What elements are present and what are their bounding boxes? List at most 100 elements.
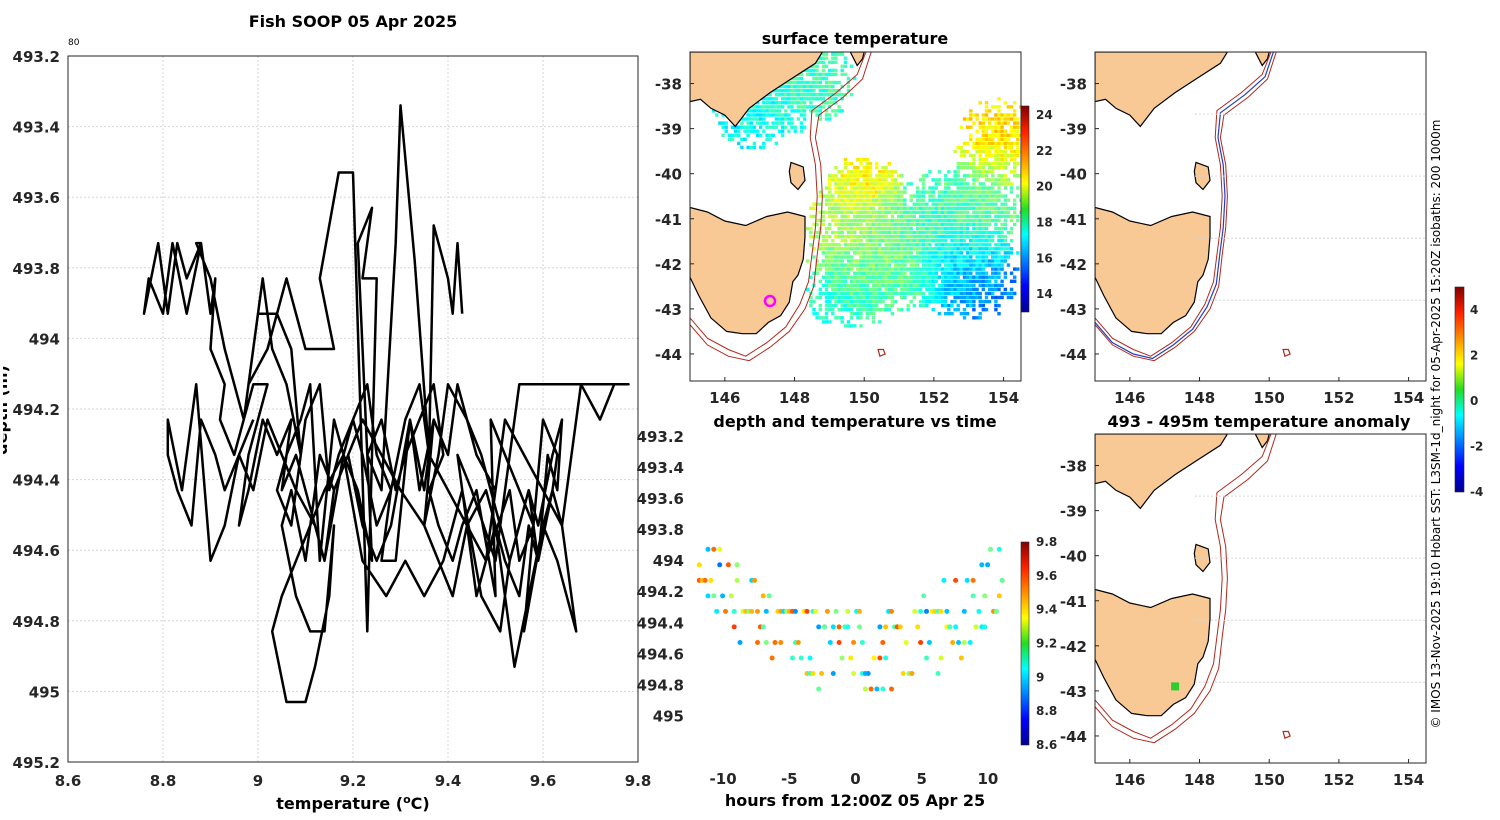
sst-pixel bbox=[972, 303, 976, 308]
sst-pixel bbox=[784, 89, 788, 93]
sst-pixel bbox=[840, 198, 844, 202]
sst-pixel bbox=[994, 247, 998, 251]
sst-pixel bbox=[828, 222, 832, 227]
sst-pixel bbox=[903, 243, 907, 247]
sst-pixel bbox=[856, 275, 860, 279]
sst-pixel bbox=[934, 259, 938, 263]
time-series-panel: depth and temperature vs time -10 -5 0 5 104… bbox=[637, 412, 1058, 810]
sst-pixel bbox=[787, 105, 791, 109]
sst-pixel bbox=[972, 210, 976, 214]
sst-pixel bbox=[884, 275, 888, 279]
sst-pixel bbox=[809, 299, 813, 304]
sst-pixel bbox=[987, 133, 992, 137]
sst-pixel bbox=[947, 275, 951, 279]
sst-pixel bbox=[824, 226, 829, 231]
sst-pixel bbox=[868, 308, 873, 312]
sst-pixel bbox=[956, 186, 960, 190]
sst-pixel bbox=[969, 303, 973, 308]
sst-pixel bbox=[824, 72, 829, 77]
sst-pixel bbox=[875, 299, 879, 304]
sst-pixel bbox=[940, 230, 945, 235]
ts-point bbox=[824, 608, 830, 614]
sst-pixel bbox=[909, 226, 913, 231]
sst-pixel bbox=[981, 243, 985, 247]
sst-pixel bbox=[878, 259, 882, 263]
sst-pixel bbox=[972, 157, 976, 162]
sst-pixel bbox=[1019, 210, 1021, 214]
sst-pixel bbox=[853, 186, 857, 190]
map-ytick-label: -43 bbox=[655, 301, 682, 319]
sst-pixel bbox=[1003, 243, 1007, 247]
sst-pixel bbox=[875, 162, 879, 166]
sst-pixel bbox=[856, 271, 860, 275]
sst-pixel bbox=[815, 235, 819, 239]
sst-pixel bbox=[984, 194, 989, 198]
sst-pixel bbox=[771, 121, 775, 125]
sst-pixel bbox=[818, 247, 822, 251]
sst-pixel bbox=[912, 247, 916, 251]
sst-pixel bbox=[925, 214, 929, 219]
sst-pixel bbox=[887, 186, 891, 190]
sst-pixel bbox=[984, 251, 989, 255]
sst-pixel bbox=[884, 279, 888, 283]
sst-pixel bbox=[853, 218, 857, 223]
ts-point bbox=[810, 671, 816, 676]
sst-pixel bbox=[862, 226, 866, 231]
sst-pixel bbox=[893, 243, 898, 247]
sst-pixel bbox=[881, 271, 885, 275]
sst-pixel bbox=[925, 243, 929, 247]
sst-pixel bbox=[969, 198, 973, 202]
sst-pixel bbox=[918, 230, 923, 235]
sst-pixel bbox=[887, 230, 891, 235]
sst-pixel bbox=[862, 255, 866, 259]
sst-pixel bbox=[871, 243, 876, 247]
sst-pixel bbox=[981, 129, 985, 133]
sst-pixel bbox=[868, 299, 873, 304]
sst-pixel bbox=[944, 190, 948, 194]
sst-pixel bbox=[991, 174, 995, 178]
sst-pixel bbox=[940, 206, 945, 210]
sst-pixel bbox=[956, 239, 960, 243]
sst-map-title: surface temperature bbox=[762, 29, 949, 48]
sst-pixel bbox=[931, 230, 935, 235]
landmass bbox=[849, 52, 865, 67]
sst-pixel bbox=[755, 109, 760, 113]
sst-pixel bbox=[959, 198, 964, 202]
sst-pixel bbox=[887, 218, 891, 223]
sst-pixel bbox=[915, 226, 920, 231]
sst-pixel bbox=[828, 247, 832, 251]
anomaly-colorbar-tick-label: -2 bbox=[1470, 439, 1483, 453]
sst-pixel bbox=[987, 251, 992, 255]
isobath-line-outer bbox=[1095, 52, 1277, 362]
sst-pixel bbox=[944, 182, 948, 186]
sst-pixel bbox=[1000, 129, 1004, 133]
sst-pixel bbox=[915, 222, 920, 227]
sst-pixel bbox=[972, 275, 976, 279]
sst-pixel bbox=[849, 198, 854, 202]
sst-pixel bbox=[937, 295, 942, 300]
sst-pixel bbox=[809, 84, 813, 89]
sst-pixel bbox=[1013, 206, 1017, 210]
sst-pixel bbox=[856, 218, 860, 223]
sst-pixel bbox=[884, 202, 888, 206]
sst-pixel bbox=[777, 105, 782, 109]
sst-pixel bbox=[834, 222, 838, 227]
sst-pixel bbox=[944, 271, 948, 275]
sst-pixel bbox=[875, 226, 879, 231]
sst-pixel bbox=[981, 121, 985, 125]
sst-pixel bbox=[853, 243, 857, 247]
sst-pixel bbox=[1003, 117, 1007, 121]
sst-pixel bbox=[1003, 186, 1007, 190]
sst-pixel bbox=[953, 299, 957, 304]
sst-pixel bbox=[737, 133, 741, 137]
sst-pixel bbox=[749, 125, 753, 129]
sst-pixel bbox=[853, 226, 857, 231]
sst-pixel bbox=[1006, 247, 1011, 251]
ts-point bbox=[897, 624, 903, 630]
sst-pixel bbox=[840, 320, 844, 324]
sst-pixel bbox=[978, 275, 982, 279]
sst-pixel bbox=[831, 214, 835, 219]
ts-point bbox=[996, 546, 1002, 552]
sst-pixel bbox=[944, 230, 948, 235]
ts-point bbox=[871, 655, 877, 661]
